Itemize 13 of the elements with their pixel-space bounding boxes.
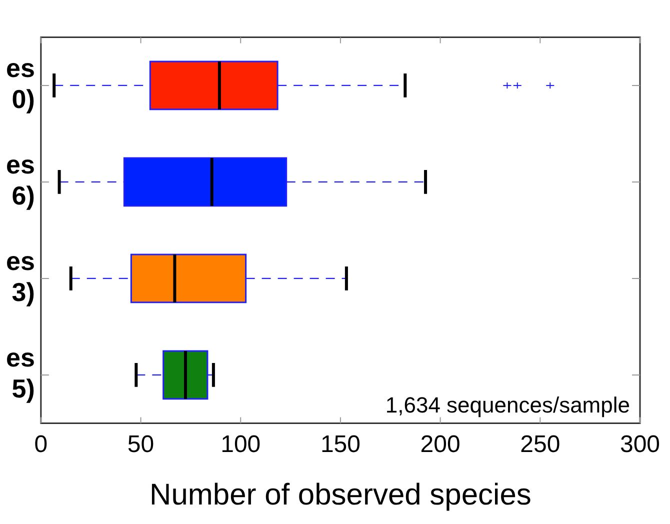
x-axis-title: Number of observed species	[150, 478, 532, 512]
x-tick-label: 150	[320, 431, 360, 458]
x-tick-label: 200	[420, 431, 460, 458]
x-tick-label: 250	[520, 431, 560, 458]
y-tick-label: es 0)	[6, 53, 35, 114]
x-tick-label: 50	[127, 431, 154, 458]
annotation: 1,634 sequences/sample	[385, 392, 630, 418]
y-tick-label: es 3)	[6, 246, 35, 308]
y-tick-label: es 6)	[6, 150, 35, 211]
x-tick-label: 0	[34, 431, 48, 458]
y-tick-label: es 5)	[6, 342, 35, 404]
x-tick-label: 100	[220, 431, 261, 458]
x-tick-label: 300	[620, 431, 660, 458]
